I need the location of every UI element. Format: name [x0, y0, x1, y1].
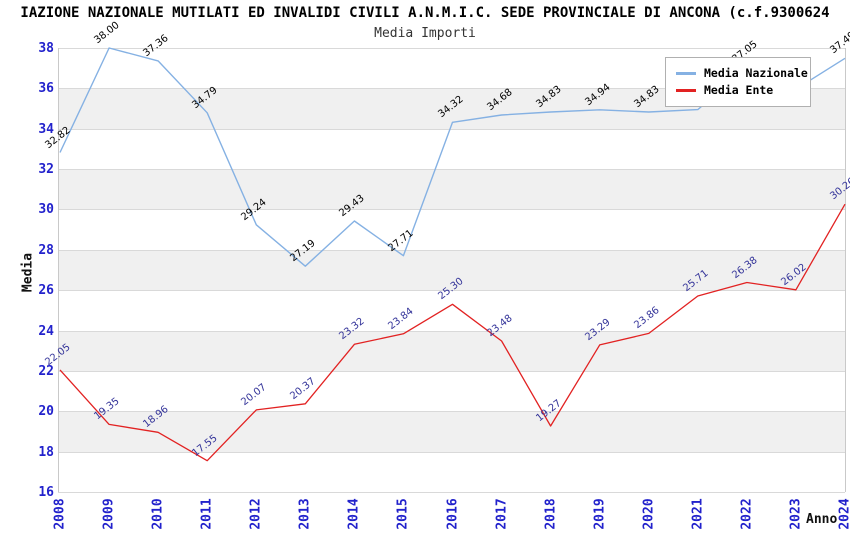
gridline	[58, 88, 845, 90]
gridline	[58, 48, 845, 49]
y-axis-tick-label: 20	[38, 404, 54, 420]
x-axis-title: Anno	[806, 512, 838, 527]
gridline	[58, 370, 845, 372]
y-axis-tick-label: 34	[38, 121, 54, 137]
grid-band	[58, 249, 845, 291]
legend-label: Media Ente	[704, 83, 774, 97]
gridline	[58, 209, 845, 211]
y-axis-tick-label: 32	[38, 162, 54, 178]
gridline	[58, 451, 845, 453]
y-axis-tick-label: 22	[38, 363, 54, 379]
gridline	[58, 492, 845, 493]
legend-label: Media Nazionale	[704, 66, 808, 80]
y-axis-tick-label: 26	[38, 283, 54, 299]
gridline	[58, 411, 845, 413]
y-axis-tick-label: 30	[38, 202, 54, 218]
line-media-ente	[59, 203, 846, 462]
legend: Media Nazionale Media Ente	[665, 57, 811, 107]
y-axis-tick-label: 36	[38, 81, 54, 97]
y-axis-tick-label: 38	[38, 41, 54, 56]
chart-title: IAZIONE NAZIONALE MUTILATI ED INVALIDI C…	[20, 5, 830, 21]
grid-band	[58, 330, 845, 371]
y-axis-tick-label: 28	[38, 242, 54, 258]
gridline	[58, 249, 845, 251]
legend-item: Media Nazionale	[676, 66, 810, 80]
y-axis-tick-label: 24	[38, 323, 54, 339]
y-axis-tick-label: 16	[38, 485, 54, 500]
y-axis-tick-label: 18	[38, 444, 54, 460]
chart-subtitle: Media Importi	[374, 26, 476, 41]
legend-item: Media Ente	[676, 83, 810, 97]
grid-band	[58, 169, 845, 210]
gridline	[58, 128, 845, 130]
plot-border	[845, 48, 846, 492]
gridline	[58, 169, 845, 171]
legend-swatch-icon	[676, 71, 696, 75]
grid-band	[58, 411, 845, 452]
gridline	[58, 290, 845, 292]
plot-border	[58, 48, 59, 492]
gridline	[58, 330, 845, 332]
legend-swatch-icon	[676, 88, 696, 92]
